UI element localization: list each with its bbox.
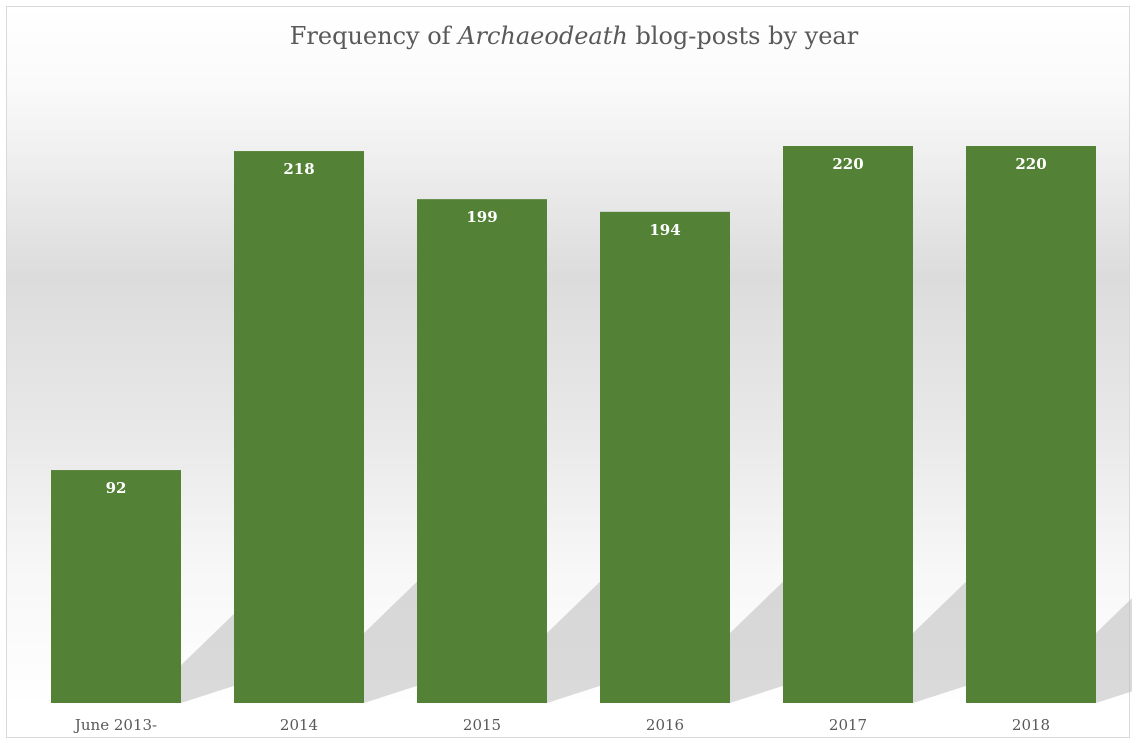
bar-shadow bbox=[364, 573, 426, 703]
bar bbox=[234, 151, 364, 704]
data-label: 220 bbox=[1015, 155, 1046, 173]
title-part-2: Archaeodeath bbox=[456, 22, 628, 50]
bar bbox=[966, 146, 1096, 703]
bar-shadow bbox=[1096, 598, 1132, 703]
chart-title: Frequency of Archaeodeath blog-posts by … bbox=[290, 22, 859, 50]
data-label: 220 bbox=[832, 155, 863, 173]
x-axis-tick-labels: June 2013- 2014 2015 2016 2017 2018 bbox=[73, 716, 1050, 734]
data-labels: 92 218 199 194 220 220 bbox=[106, 155, 1047, 497]
bar-shadows bbox=[181, 573, 1132, 703]
data-label: 194 bbox=[649, 221, 680, 239]
bar-shadow bbox=[913, 573, 975, 703]
bar-shadow bbox=[181, 605, 243, 703]
title-part-1: Frequency of bbox=[290, 22, 458, 50]
title-part-3: blog-posts by year bbox=[628, 22, 859, 50]
x-tick-label: 2017 bbox=[829, 716, 867, 734]
x-tick-label: 2014 bbox=[280, 716, 318, 734]
data-label: 218 bbox=[283, 160, 314, 178]
bar bbox=[783, 146, 913, 703]
x-tick-label: June 2013- bbox=[73, 716, 157, 734]
x-tick-label: 2018 bbox=[1012, 716, 1050, 734]
data-label: 199 bbox=[466, 208, 497, 226]
bars bbox=[51, 146, 1096, 704]
bar-shadow bbox=[730, 573, 792, 703]
x-tick-label: 2015 bbox=[463, 716, 501, 734]
bar bbox=[417, 199, 547, 703]
x-tick-label: 2016 bbox=[646, 716, 684, 734]
data-label: 92 bbox=[106, 479, 127, 497]
bar bbox=[600, 211, 730, 703]
bar-shadow bbox=[547, 573, 609, 703]
bar bbox=[51, 470, 181, 703]
